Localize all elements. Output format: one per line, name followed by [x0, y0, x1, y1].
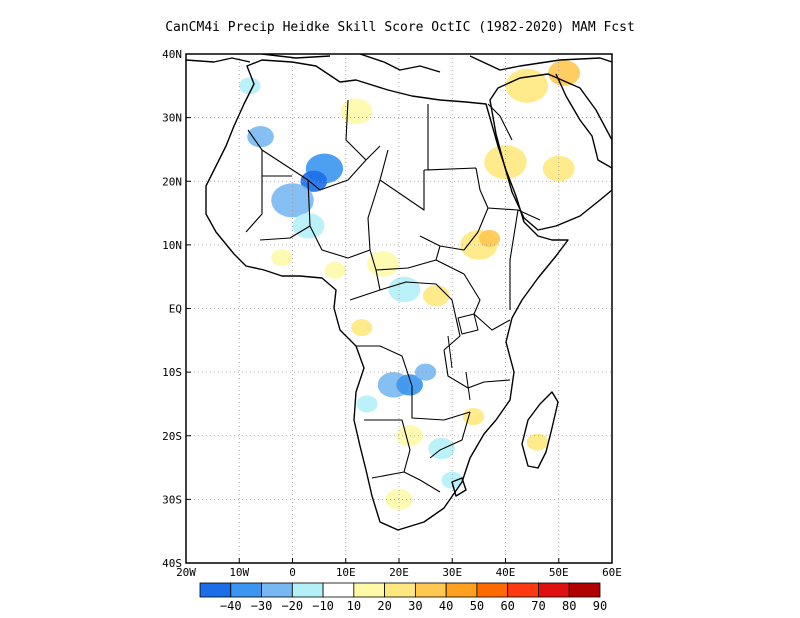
- lat-tick-label: EQ: [169, 303, 182, 316]
- lesotho-border: [451, 477, 467, 497]
- colorbar-swatch: [230, 582, 262, 598]
- coastlines-and-borders: [186, 54, 612, 531]
- lon-tick-label: 30E: [442, 566, 462, 579]
- lon-tick-label: 20W: [176, 566, 196, 579]
- skill-patch-2: [271, 183, 314, 218]
- lat-tick-label: 20S: [162, 430, 182, 443]
- map-title: CanCM4i Precip Heidke Skill Score OctIC …: [165, 20, 635, 35]
- colorbar-label: −40: [220, 599, 242, 613]
- colorbar-label: 70: [531, 599, 545, 613]
- skill-patch-9: [414, 363, 437, 381]
- colorbar-label: 20: [377, 599, 391, 613]
- colorbar-label: 50: [470, 599, 484, 613]
- colorbar-swatch: [538, 582, 570, 598]
- europe-coast: [186, 54, 612, 73]
- skill-patch-10: [356, 395, 378, 413]
- lon-tick-label: 60E: [602, 566, 622, 579]
- lon-tick-label: 0: [289, 566, 296, 579]
- colorbar-label: −30: [251, 599, 273, 613]
- skill-patch-17: [478, 229, 501, 248]
- skill-patch-3: [247, 126, 274, 148]
- colorbar-swatch: [291, 582, 324, 598]
- colorbar-label: 80: [562, 599, 576, 613]
- skill-patch-26: [526, 433, 549, 451]
- colorbar-swatch: [507, 582, 539, 598]
- colorbar-swatch: [322, 582, 355, 598]
- skill-patch-20: [422, 285, 450, 307]
- skill-patch-12: [505, 68, 549, 103]
- colorbar-swatch: [445, 582, 478, 598]
- colorbar-swatch: [414, 582, 447, 598]
- colorbar: −40 −30 −20 −10 10 20 30 40 50 60 70 80 90: [199, 582, 607, 613]
- skill-patch-6: [388, 276, 421, 303]
- colorbar-label: 10: [347, 599, 361, 613]
- lat-tick-label: 10S: [162, 366, 182, 379]
- colorbar-swatch: [476, 582, 509, 598]
- colorbar-swatch: [353, 582, 386, 598]
- skill-patch-14: [542, 155, 575, 182]
- lat-tick-label: 30N: [162, 112, 182, 125]
- skill-patch-1: [300, 170, 328, 192]
- skill-patch-8: [396, 374, 423, 396]
- colorbar-swatch: [568, 582, 601, 598]
- lon-tick-label: 10W: [229, 566, 249, 579]
- colorbar-swatch: [261, 582, 293, 598]
- lon-tick-label: 50E: [549, 566, 569, 579]
- skill-patch-5: [292, 213, 325, 239]
- skill-patch-24: [396, 425, 423, 447]
- colorbar-label: 90: [593, 599, 607, 613]
- lat-tick-label: 10N: [162, 239, 182, 252]
- skill-patch-21: [351, 319, 373, 337]
- skill-patch-4: [239, 77, 261, 95]
- skill-patch-22: [324, 261, 346, 279]
- lat-tick-label: 20N: [162, 175, 182, 188]
- colorbar-label: −20: [281, 599, 303, 613]
- country-borders: [245, 99, 541, 493]
- lake-victoria: [457, 313, 479, 335]
- skill-patch-15: [548, 60, 581, 86]
- colorbar-swatch: [199, 582, 232, 598]
- lon-tick-label: 10E: [336, 566, 356, 579]
- arabia-coastline: [489, 73, 612, 231]
- madagascar-coastline: [521, 391, 559, 469]
- skill-patch-18: [340, 98, 373, 125]
- skill-patch-25: [462, 408, 485, 426]
- africa-coastline: [205, 59, 569, 531]
- colorbar-label: −10: [312, 599, 334, 613]
- lat-tick-label: 40N: [162, 48, 182, 61]
- lake-tanganyika: [447, 335, 453, 369]
- lat-tick-label: 30S: [162, 493, 182, 506]
- skill-patch-28: [441, 471, 463, 489]
- colorbar-swatch: [384, 582, 416, 598]
- lat-tick-label: 40S: [162, 557, 182, 570]
- colorbar-label: 30: [408, 599, 422, 613]
- gridlines: [186, 54, 612, 563]
- persian-gulf-coast: [555, 73, 612, 169]
- skill-patch-23: [271, 249, 293, 267]
- lon-tick-label: 20E: [389, 566, 409, 579]
- skill-patch-19: [367, 251, 399, 277]
- lon-tick-label: 40E: [496, 566, 516, 579]
- colorbar-label: 40: [439, 599, 453, 613]
- colorbar-label: 60: [500, 599, 514, 613]
- lake-malawi: [465, 371, 471, 401]
